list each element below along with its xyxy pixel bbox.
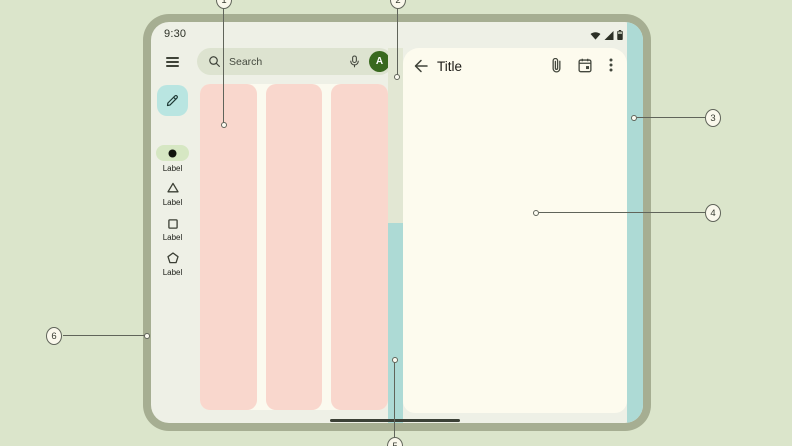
callout-badge-4: 4 <box>705 204 721 222</box>
status-bar-time: 9:30 <box>164 28 187 40</box>
callout-endpoint-3 <box>631 115 637 121</box>
overflow-menu-icon[interactable] <box>603 57 618 73</box>
callout-line-4 <box>539 212 705 213</box>
callout-badge-1: 1 <box>216 0 232 9</box>
callout-badge-5: 5 <box>387 437 403 446</box>
rail-item-label[interactable]: Label <box>162 198 183 207</box>
gesture-navigation-handle[interactable] <box>330 419 460 422</box>
list-pane-placeholder <box>200 84 389 410</box>
square-outline-icon[interactable] <box>151 219 194 229</box>
callout-endpoint-6 <box>144 333 150 339</box>
callout-endpoint-1 <box>221 122 227 128</box>
avatar[interactable]: A <box>369 51 390 72</box>
battery-icon <box>617 30 623 40</box>
filled-circle-icon <box>168 149 177 158</box>
search-placeholder[interactable]: Search <box>229 55 263 68</box>
detail-pane: Title <box>403 48 627 413</box>
callout-line-1 <box>223 8 224 125</box>
list-column[interactable] <box>331 84 389 410</box>
callout-endpoint-5 <box>392 357 398 363</box>
rail-item-label[interactable]: Label <box>162 233 183 242</box>
callout-badge-2: 2 <box>390 0 406 9</box>
pentagon-outline-icon[interactable] <box>151 252 194 264</box>
right-edge-pane-highlight <box>627 22 643 423</box>
edit-fab-button[interactable] <box>157 85 188 116</box>
callout-endpoint-4 <box>533 210 539 216</box>
attachment-icon[interactable] <box>549 57 564 73</box>
pane-divider <box>388 48 403 223</box>
list-column[interactable] <box>265 84 323 410</box>
magnifier-icon <box>208 55 221 68</box>
calendar-icon[interactable] <box>577 57 592 73</box>
cell-signal-icon <box>604 31 614 40</box>
callout-badge-6: 6 <box>46 327 62 345</box>
tablet-screen: 9:30 <box>151 22 643 423</box>
callout-line-6 <box>63 335 146 336</box>
list-column[interactable] <box>200 84 257 410</box>
pane-divider-drag-handle[interactable] <box>388 223 403 423</box>
rail-item-label[interactable]: Label <box>162 164 183 173</box>
callout-line-3 <box>637 117 705 118</box>
back-arrow-icon[interactable] <box>413 58 429 74</box>
status-bar-icons <box>590 30 623 40</box>
detail-title: Title <box>437 59 463 74</box>
hamburger-menu-icon[interactable] <box>166 57 179 67</box>
mic-icon[interactable] <box>348 55 361 68</box>
callout-line-5 <box>394 362 395 438</box>
callout-line-2 <box>397 8 398 77</box>
wifi-icon <box>590 31 601 40</box>
tablet-device-frame: 9:30 <box>143 14 651 431</box>
rail-item-label[interactable]: Label <box>162 268 183 277</box>
callout-badge-3: 3 <box>705 109 721 127</box>
triangle-outline-icon[interactable] <box>151 182 194 193</box>
search-bar[interactable]: Search A <box>197 48 393 75</box>
callout-endpoint-2 <box>394 74 400 80</box>
rail-item-active-indicator[interactable] <box>156 145 189 161</box>
pencil-edit-icon <box>165 93 180 108</box>
